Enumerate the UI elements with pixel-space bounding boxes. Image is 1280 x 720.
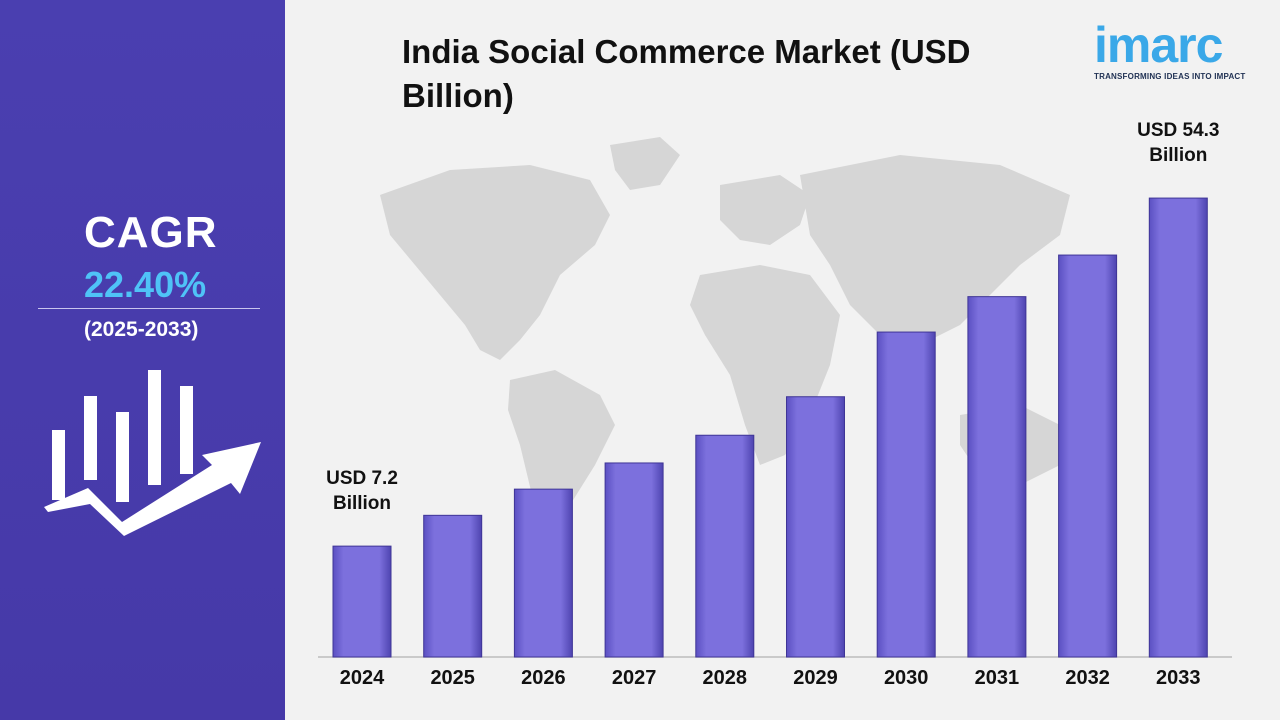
- x-tick-label: 2031: [975, 667, 1020, 689]
- bar-2026: [513, 488, 573, 658]
- x-tick-label: 2032: [1065, 667, 1110, 689]
- logo-tagline: TRANSFORMING IDEAS INTO IMPACT: [1094, 72, 1246, 81]
- chart-title: India Social Commerce Market (USD Billio…: [402, 33, 971, 114]
- cagr-panel: CAGR 22.40% (2025-2033): [0, 0, 285, 720]
- growth-chart-icon: [44, 370, 261, 536]
- bar-value-annotation: USD 54.3 Billion: [1137, 120, 1220, 167]
- logo-wordmark: imarc: [1094, 17, 1223, 73]
- x-tick-label: 2028: [703, 667, 748, 689]
- cagr-label: CAGR: [84, 208, 218, 257]
- bar-2033: [1148, 197, 1208, 658]
- bar-2027: [604, 462, 664, 658]
- x-tick-label: 2030: [884, 667, 929, 689]
- x-tick-label: 2024: [340, 667, 385, 689]
- bar-2030: [876, 331, 936, 658]
- bar-value-annotation: USD 7.2 Billion: [326, 468, 398, 515]
- bar-2032: [1058, 254, 1118, 658]
- cagr-period: (2025-2033): [84, 318, 199, 341]
- x-tick-label: 2026: [521, 667, 566, 689]
- imarc-logo: imarc TRANSFORMING IDEAS INTO IMPACT: [1094, 20, 1264, 81]
- bar-2031: [967, 296, 1027, 658]
- bar-2025: [423, 514, 483, 658]
- x-tick-label: 2029: [793, 667, 838, 689]
- cagr-value: 22.40%: [84, 264, 207, 305]
- x-tick-label: 2027: [612, 667, 657, 689]
- bar-2024: [332, 545, 392, 658]
- x-tick-label: 2033: [1156, 667, 1201, 689]
- bar-2029: [786, 396, 845, 658]
- bar-2028: [695, 434, 755, 658]
- x-tick-label: 2025: [430, 667, 475, 689]
- cagr-divider: [38, 308, 260, 309]
